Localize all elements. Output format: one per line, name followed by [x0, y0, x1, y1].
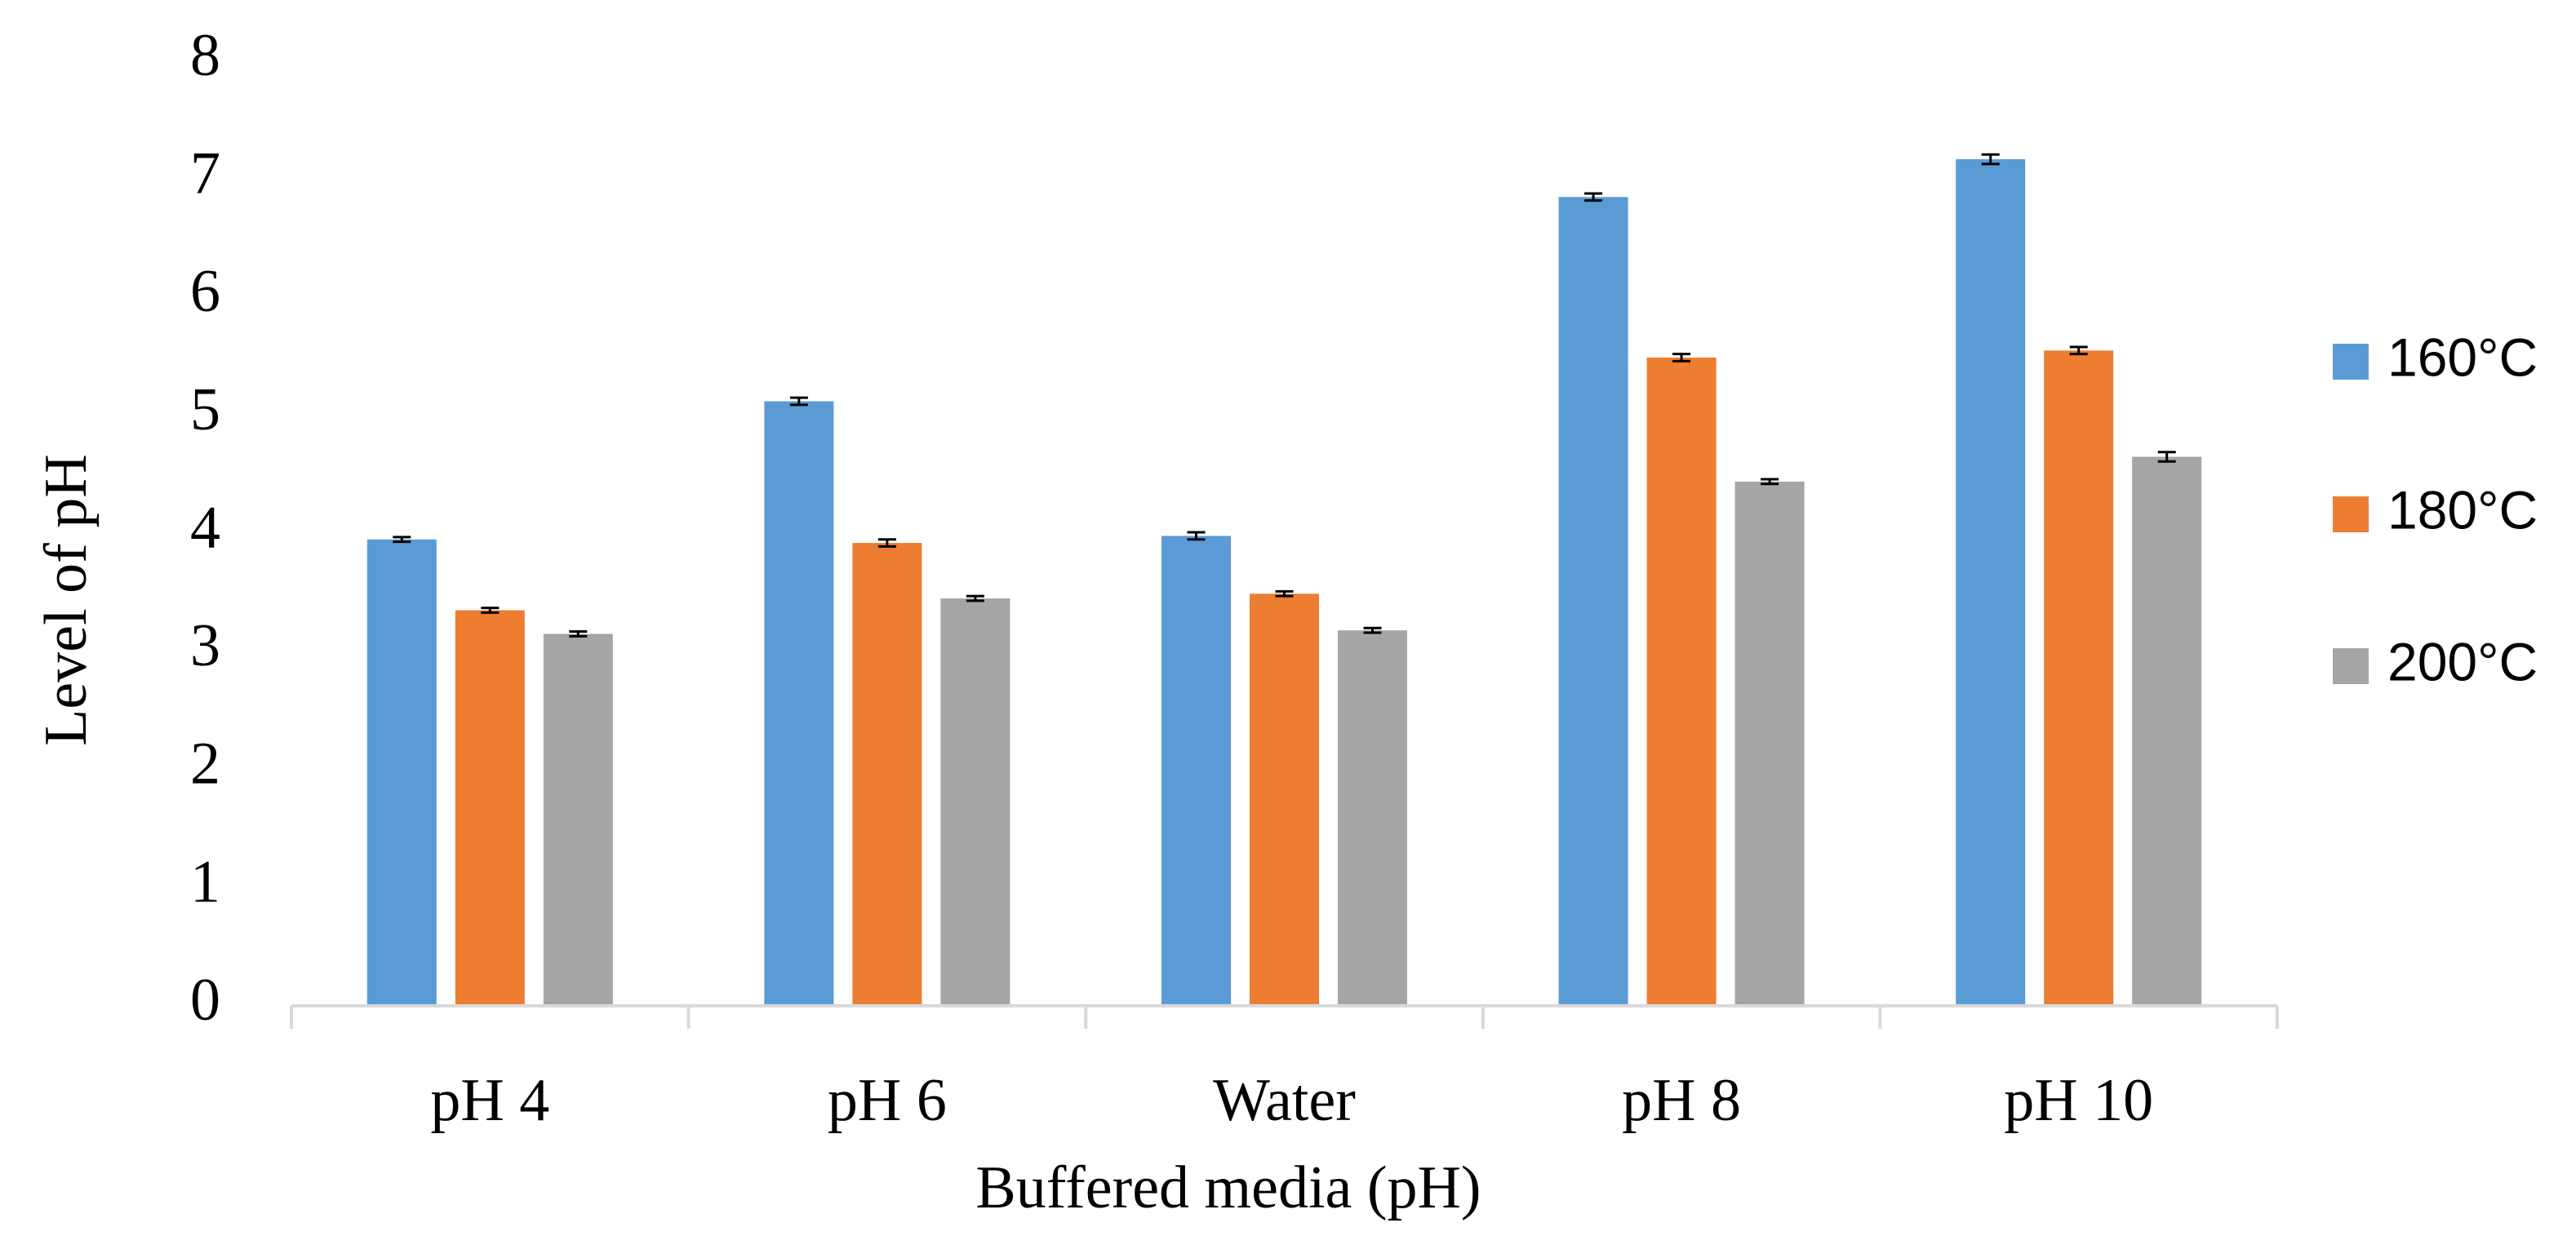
x-tick-label: pH 6 — [828, 1067, 947, 1134]
bar-water-160-c — [1161, 536, 1231, 1006]
error-bar — [966, 594, 984, 603]
bar-ph-4-200-c — [543, 634, 613, 1006]
error-bar — [393, 536, 411, 544]
error-bar — [789, 396, 808, 407]
error-bar — [2069, 345, 2088, 356]
bar-water-200-c — [1338, 630, 1407, 1006]
bar-water-180-c — [1250, 594, 1319, 1006]
y-tick-label: 7 — [190, 140, 220, 207]
error-bar — [1981, 153, 2000, 166]
y-tick-label: 5 — [190, 376, 220, 443]
legend-swatch — [2333, 648, 2369, 684]
legend-item-180-c: 180°C — [2333, 479, 2538, 540]
error-bar — [1187, 531, 1206, 541]
legend-item-200-c: 200°C — [2333, 631, 2538, 691]
x-tick-label: pH 4 — [430, 1067, 549, 1134]
bar-ph-10-200-c — [2132, 456, 2202, 1006]
y-tick-label: 1 — [190, 848, 220, 915]
legend-swatch — [2333, 344, 2369, 380]
legend: 160°C 180°C 200°C — [2333, 327, 2538, 691]
error-bar — [1761, 478, 1779, 486]
x-tick-label: pH 8 — [1622, 1067, 1741, 1134]
bar-ph-6-160-c — [764, 401, 834, 1006]
x-tick-label: pH 10 — [2004, 1067, 2153, 1134]
legend-label: 200°C — [2387, 631, 2538, 691]
error-bar — [1672, 353, 1691, 362]
y-tick-labels: 0 1 2 3 4 5 6 7 8 — [190, 22, 220, 1034]
bars — [366, 153, 2202, 1007]
legend-swatch — [2333, 496, 2369, 532]
bar-ph-4-180-c — [455, 610, 525, 1006]
bar-ph-6-200-c — [940, 598, 1010, 1006]
x-tick-label: Water — [1213, 1067, 1356, 1134]
bar-ph-6-180-c — [852, 543, 922, 1006]
error-bar — [1363, 626, 1382, 634]
error-bar — [877, 538, 896, 548]
error-bar — [2157, 451, 2176, 463]
bar-ph-4-160-c — [366, 539, 437, 1006]
y-tick-label: 6 — [190, 258, 220, 325]
bar-ph-8-160-c — [1558, 197, 1628, 1007]
bar-ph-8-180-c — [1646, 358, 1717, 1006]
y-axis-title: Level of pH — [33, 454, 100, 746]
error-bar — [569, 630, 588, 638]
error-bar — [1275, 589, 1294, 598]
x-axis: pH 4 pH 6 Water pH 8 pH 10 — [290, 1004, 2279, 1134]
y-tick-label: 2 — [190, 731, 220, 798]
bar-ph-8-200-c — [1734, 481, 1805, 1006]
legend-label: 180°C — [2387, 479, 2538, 540]
legend-item-160-c: 160°C — [2333, 327, 2538, 387]
legend-label: 160°C — [2387, 327, 2538, 387]
bar-ph-10-180-c — [2044, 350, 2114, 1006]
y-tick-label: 4 — [190, 494, 220, 561]
error-bar — [1584, 192, 1603, 202]
y-tick-label: 8 — [190, 22, 220, 89]
y-axis-title-group: Level of pH — [33, 454, 100, 746]
x-axis-title: Buffered media (pH) — [975, 1154, 1481, 1221]
error-bar — [481, 607, 500, 614]
bar-ph-10-160-c — [1956, 159, 2026, 1006]
y-tick-label: 0 — [190, 967, 220, 1034]
y-tick-label: 3 — [190, 612, 220, 679]
